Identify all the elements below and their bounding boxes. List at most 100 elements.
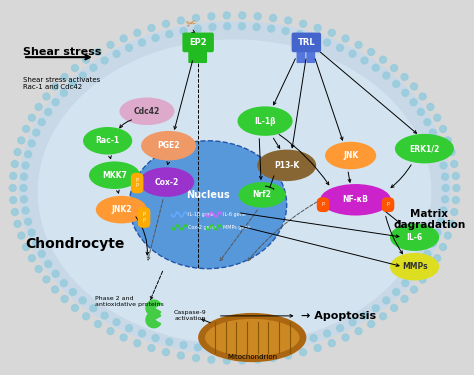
- Circle shape: [361, 312, 368, 319]
- Circle shape: [224, 23, 231, 30]
- Circle shape: [28, 229, 35, 236]
- Circle shape: [72, 64, 78, 72]
- Ellipse shape: [390, 253, 439, 280]
- Circle shape: [368, 321, 374, 327]
- Text: Matrix
dagradation: Matrix dagradation: [393, 209, 465, 230]
- Text: → Apoptosis: → Apoptosis: [301, 311, 376, 321]
- Circle shape: [113, 50, 120, 57]
- Text: Phase 2 and
antioxidative proteins: Phase 2 and antioxidative proteins: [95, 296, 164, 307]
- FancyBboxPatch shape: [292, 33, 321, 52]
- Circle shape: [25, 218, 32, 225]
- Text: Rac-1: Rac-1: [96, 136, 120, 145]
- Circle shape: [439, 244, 447, 250]
- Circle shape: [434, 255, 441, 262]
- Circle shape: [254, 13, 261, 20]
- Text: NF-κB: NF-κB: [343, 195, 368, 204]
- Circle shape: [134, 29, 141, 36]
- Circle shape: [410, 99, 417, 106]
- Ellipse shape: [395, 134, 454, 164]
- Circle shape: [285, 352, 292, 359]
- Circle shape: [401, 296, 408, 302]
- Circle shape: [439, 126, 447, 132]
- Circle shape: [45, 261, 52, 267]
- Text: IL-6 gene: IL-6 gene: [223, 212, 246, 217]
- Circle shape: [90, 305, 97, 312]
- Circle shape: [20, 196, 27, 203]
- Circle shape: [268, 25, 274, 32]
- Ellipse shape: [83, 127, 132, 154]
- Circle shape: [52, 83, 58, 90]
- Circle shape: [23, 244, 29, 250]
- FancyBboxPatch shape: [306, 47, 315, 63]
- Circle shape: [270, 355, 276, 362]
- Circle shape: [61, 74, 68, 81]
- Circle shape: [94, 48, 101, 55]
- Circle shape: [28, 255, 36, 262]
- Circle shape: [11, 160, 18, 167]
- Circle shape: [238, 346, 246, 353]
- Ellipse shape: [325, 142, 376, 169]
- Circle shape: [418, 109, 424, 115]
- Circle shape: [43, 276, 50, 283]
- Circle shape: [410, 83, 418, 90]
- Circle shape: [126, 44, 132, 51]
- Text: MMPs: MMPs: [402, 262, 428, 271]
- Circle shape: [419, 276, 426, 283]
- Circle shape: [442, 173, 448, 180]
- FancyBboxPatch shape: [200, 47, 207, 63]
- Circle shape: [70, 81, 76, 87]
- FancyBboxPatch shape: [297, 47, 305, 63]
- Circle shape: [427, 104, 434, 110]
- Circle shape: [52, 99, 59, 106]
- Ellipse shape: [38, 39, 431, 344]
- Circle shape: [285, 17, 292, 24]
- Text: JNK2: JNK2: [111, 205, 132, 214]
- Circle shape: [238, 23, 246, 30]
- Text: P
P: P P: [136, 178, 138, 189]
- Circle shape: [254, 356, 261, 363]
- Circle shape: [429, 129, 436, 136]
- FancyBboxPatch shape: [188, 47, 195, 63]
- Circle shape: [18, 137, 25, 144]
- Circle shape: [138, 39, 146, 46]
- Circle shape: [192, 15, 200, 21]
- Circle shape: [438, 218, 445, 225]
- Circle shape: [101, 57, 108, 64]
- Ellipse shape: [198, 313, 306, 362]
- Circle shape: [410, 270, 417, 277]
- Circle shape: [427, 266, 434, 273]
- Circle shape: [180, 27, 187, 34]
- Text: Nrf2: Nrf2: [253, 190, 272, 200]
- Circle shape: [148, 345, 155, 351]
- Circle shape: [223, 357, 230, 364]
- Circle shape: [61, 296, 68, 302]
- Text: Nucleus: Nucleus: [186, 190, 230, 200]
- Text: Chondrocyte: Chondrocyte: [26, 237, 125, 251]
- Circle shape: [28, 140, 35, 147]
- Circle shape: [38, 251, 45, 257]
- Circle shape: [438, 151, 445, 158]
- Text: MMPs gene: MMPs gene: [223, 225, 250, 230]
- Ellipse shape: [390, 224, 439, 251]
- Circle shape: [310, 34, 317, 41]
- Circle shape: [126, 325, 132, 332]
- Ellipse shape: [205, 319, 300, 356]
- Circle shape: [372, 64, 379, 71]
- Text: TRL: TRL: [298, 38, 315, 47]
- Circle shape: [383, 297, 390, 304]
- Text: Cdc42: Cdc42: [134, 107, 160, 116]
- Circle shape: [134, 340, 141, 346]
- Circle shape: [268, 344, 274, 351]
- Circle shape: [337, 44, 344, 51]
- Circle shape: [22, 207, 29, 214]
- Circle shape: [424, 119, 431, 126]
- Circle shape: [324, 330, 330, 337]
- Circle shape: [138, 330, 146, 337]
- Text: JNK: JNK: [343, 151, 358, 160]
- Circle shape: [90, 64, 97, 71]
- Circle shape: [45, 109, 52, 115]
- Circle shape: [452, 172, 459, 179]
- Text: IL-1β: IL-1β: [254, 117, 276, 126]
- Circle shape: [94, 321, 101, 327]
- Ellipse shape: [141, 131, 196, 160]
